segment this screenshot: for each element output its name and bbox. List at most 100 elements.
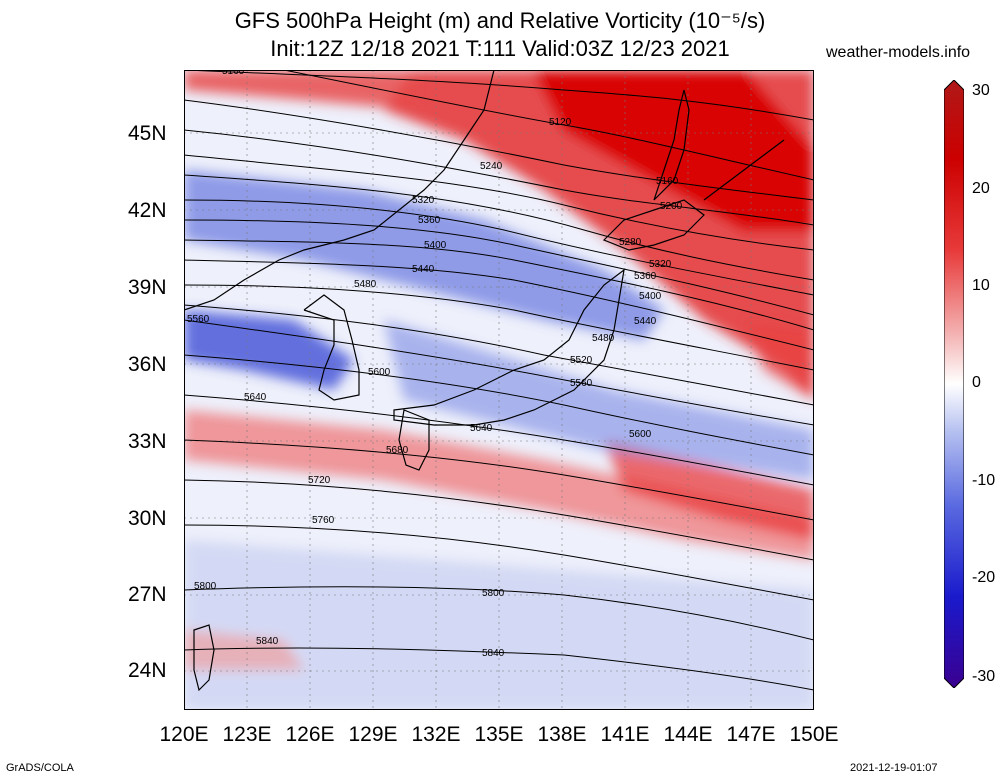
colorbar [944, 80, 964, 688]
lat-label: 33N [128, 430, 167, 453]
lat-label: 39N [128, 276, 167, 299]
contour-label: 5680 [386, 445, 409, 456]
contour-5520 [184, 304, 814, 406]
vorticity-max-north-edge [184, 70, 414, 110]
coast-sakhalin [653, 89, 690, 201]
colorbar-label: 0 [972, 374, 981, 391]
contour-label: 5440 [634, 316, 657, 327]
lat-label: 27N [128, 583, 167, 606]
contour-label: 5480 [354, 279, 377, 290]
lon-label: 141E [600, 723, 650, 746]
contour-5440 [184, 259, 814, 351]
contour-label: 5160 [656, 176, 679, 187]
contour-5480 [184, 284, 814, 371]
vorticity-max-southwest [184, 630, 304, 670]
lon-label: 138E [537, 723, 587, 746]
contour-label: 5640 [470, 423, 493, 434]
footer-left: GrADS/COLA [6, 762, 74, 774]
lon-label: 144E [663, 723, 713, 746]
coast-hokkaido [602, 199, 705, 251]
lat-label: 42N [128, 199, 167, 222]
coast-taiwan [193, 624, 215, 692]
contour-label: 5160 [222, 70, 245, 77]
contour-label: 5560 [570, 378, 593, 389]
contour-label: 5720 [308, 475, 331, 486]
contour-5240 [184, 154, 814, 251]
contour-label: 5800 [482, 588, 505, 599]
contour-label: 5120 [549, 117, 572, 128]
contour-label: 5600 [368, 367, 391, 378]
contour-5400 [184, 239, 814, 331]
vorticity-shading [184, 70, 814, 710]
site-credit: weather-models.info [826, 44, 971, 61]
contour-label: 5600 [629, 429, 652, 440]
colorbar-label: -20 [972, 569, 996, 586]
contour-label: 5640 [244, 392, 267, 403]
colorbar-label: 20 [972, 180, 990, 197]
vorticity-max-band-southeast [604, 440, 814, 540]
contour-label: 5280 [619, 237, 642, 248]
contour-label: 5360 [634, 271, 657, 282]
lat-label: 30N [128, 507, 167, 530]
contour-5600 [184, 354, 814, 456]
contour-5280 [184, 174, 814, 281]
contour-5160-east [184, 99, 814, 201]
contour-label: 5240 [480, 161, 503, 172]
lon-label: 135E [474, 723, 524, 746]
contour-5160 [184, 70, 814, 121]
footer-right: 2021-12-19-01:07 [850, 762, 938, 774]
map-panel: 5160 5120 5240 5320 5360 5400 5440 5480 … [184, 70, 814, 710]
contour-5840 [184, 647, 814, 691]
vorticity-weak-south [184, 540, 814, 710]
lat-label: 24N [128, 659, 167, 682]
contour-label: 5360 [418, 215, 441, 226]
lon-label: 126E [285, 723, 335, 746]
contour-label: 5840 [482, 648, 505, 659]
contour-label: 5400 [639, 291, 662, 302]
contour-labels: 5160 5120 5240 5320 5360 5400 5440 5480 … [187, 70, 683, 659]
height-contours [184, 70, 814, 691]
lon-label: 129E [348, 723, 398, 746]
contour-label: 5520 [570, 355, 593, 366]
contour-5640 [184, 394, 814, 486]
lon-label: 120E [159, 723, 209, 746]
contour-label: 5200 [660, 201, 683, 212]
vorticity-min-korea [184, 310, 354, 390]
lat-label: 45N [128, 122, 167, 145]
coast-kurils [703, 139, 785, 201]
contour-label: 5480 [592, 333, 615, 344]
contour-label: 5560 [187, 314, 210, 325]
vorticity-max-northeast-core [534, 70, 814, 230]
coast-honshu [393, 268, 625, 426]
contour-label: 5760 [312, 515, 335, 526]
colorbar-label: 30 [972, 82, 990, 99]
lon-label: 147E [726, 723, 776, 746]
vorticity-max-east [744, 320, 814, 400]
vorticity-min-band [184, 170, 664, 340]
contour-label: 5400 [424, 240, 447, 251]
map-title-line1: GFS 500hPa Height (m) and Relative Vorti… [234, 8, 766, 33]
colorbar-label: 10 [972, 277, 990, 294]
contour-5680 [184, 439, 814, 521]
map-frame [184, 70, 814, 710]
contour-5800 [184, 586, 814, 641]
lat-label: 36N [128, 353, 167, 376]
coastlines [184, 70, 785, 692]
contour-5760 [184, 524, 814, 601]
lon-label: 150E [789, 723, 839, 746]
contour-5560 [184, 319, 814, 426]
contour-5120 [283, 70, 814, 181]
contour-label: 5440 [412, 264, 435, 275]
graticule [184, 70, 814, 710]
lon-label: 123E [222, 723, 272, 746]
vorticity-min-south [384, 320, 814, 480]
contour-5200 [184, 129, 814, 226]
colorbar-gradient [944, 80, 964, 688]
contour-label: 5840 [256, 636, 279, 647]
contour-label: 5320 [412, 195, 435, 206]
contour-label: 5800 [194, 581, 217, 592]
contour-5320 [184, 199, 814, 296]
coast-china-russia [184, 70, 495, 311]
contour-label: 5320 [649, 259, 672, 270]
contour-5720 [184, 479, 814, 561]
